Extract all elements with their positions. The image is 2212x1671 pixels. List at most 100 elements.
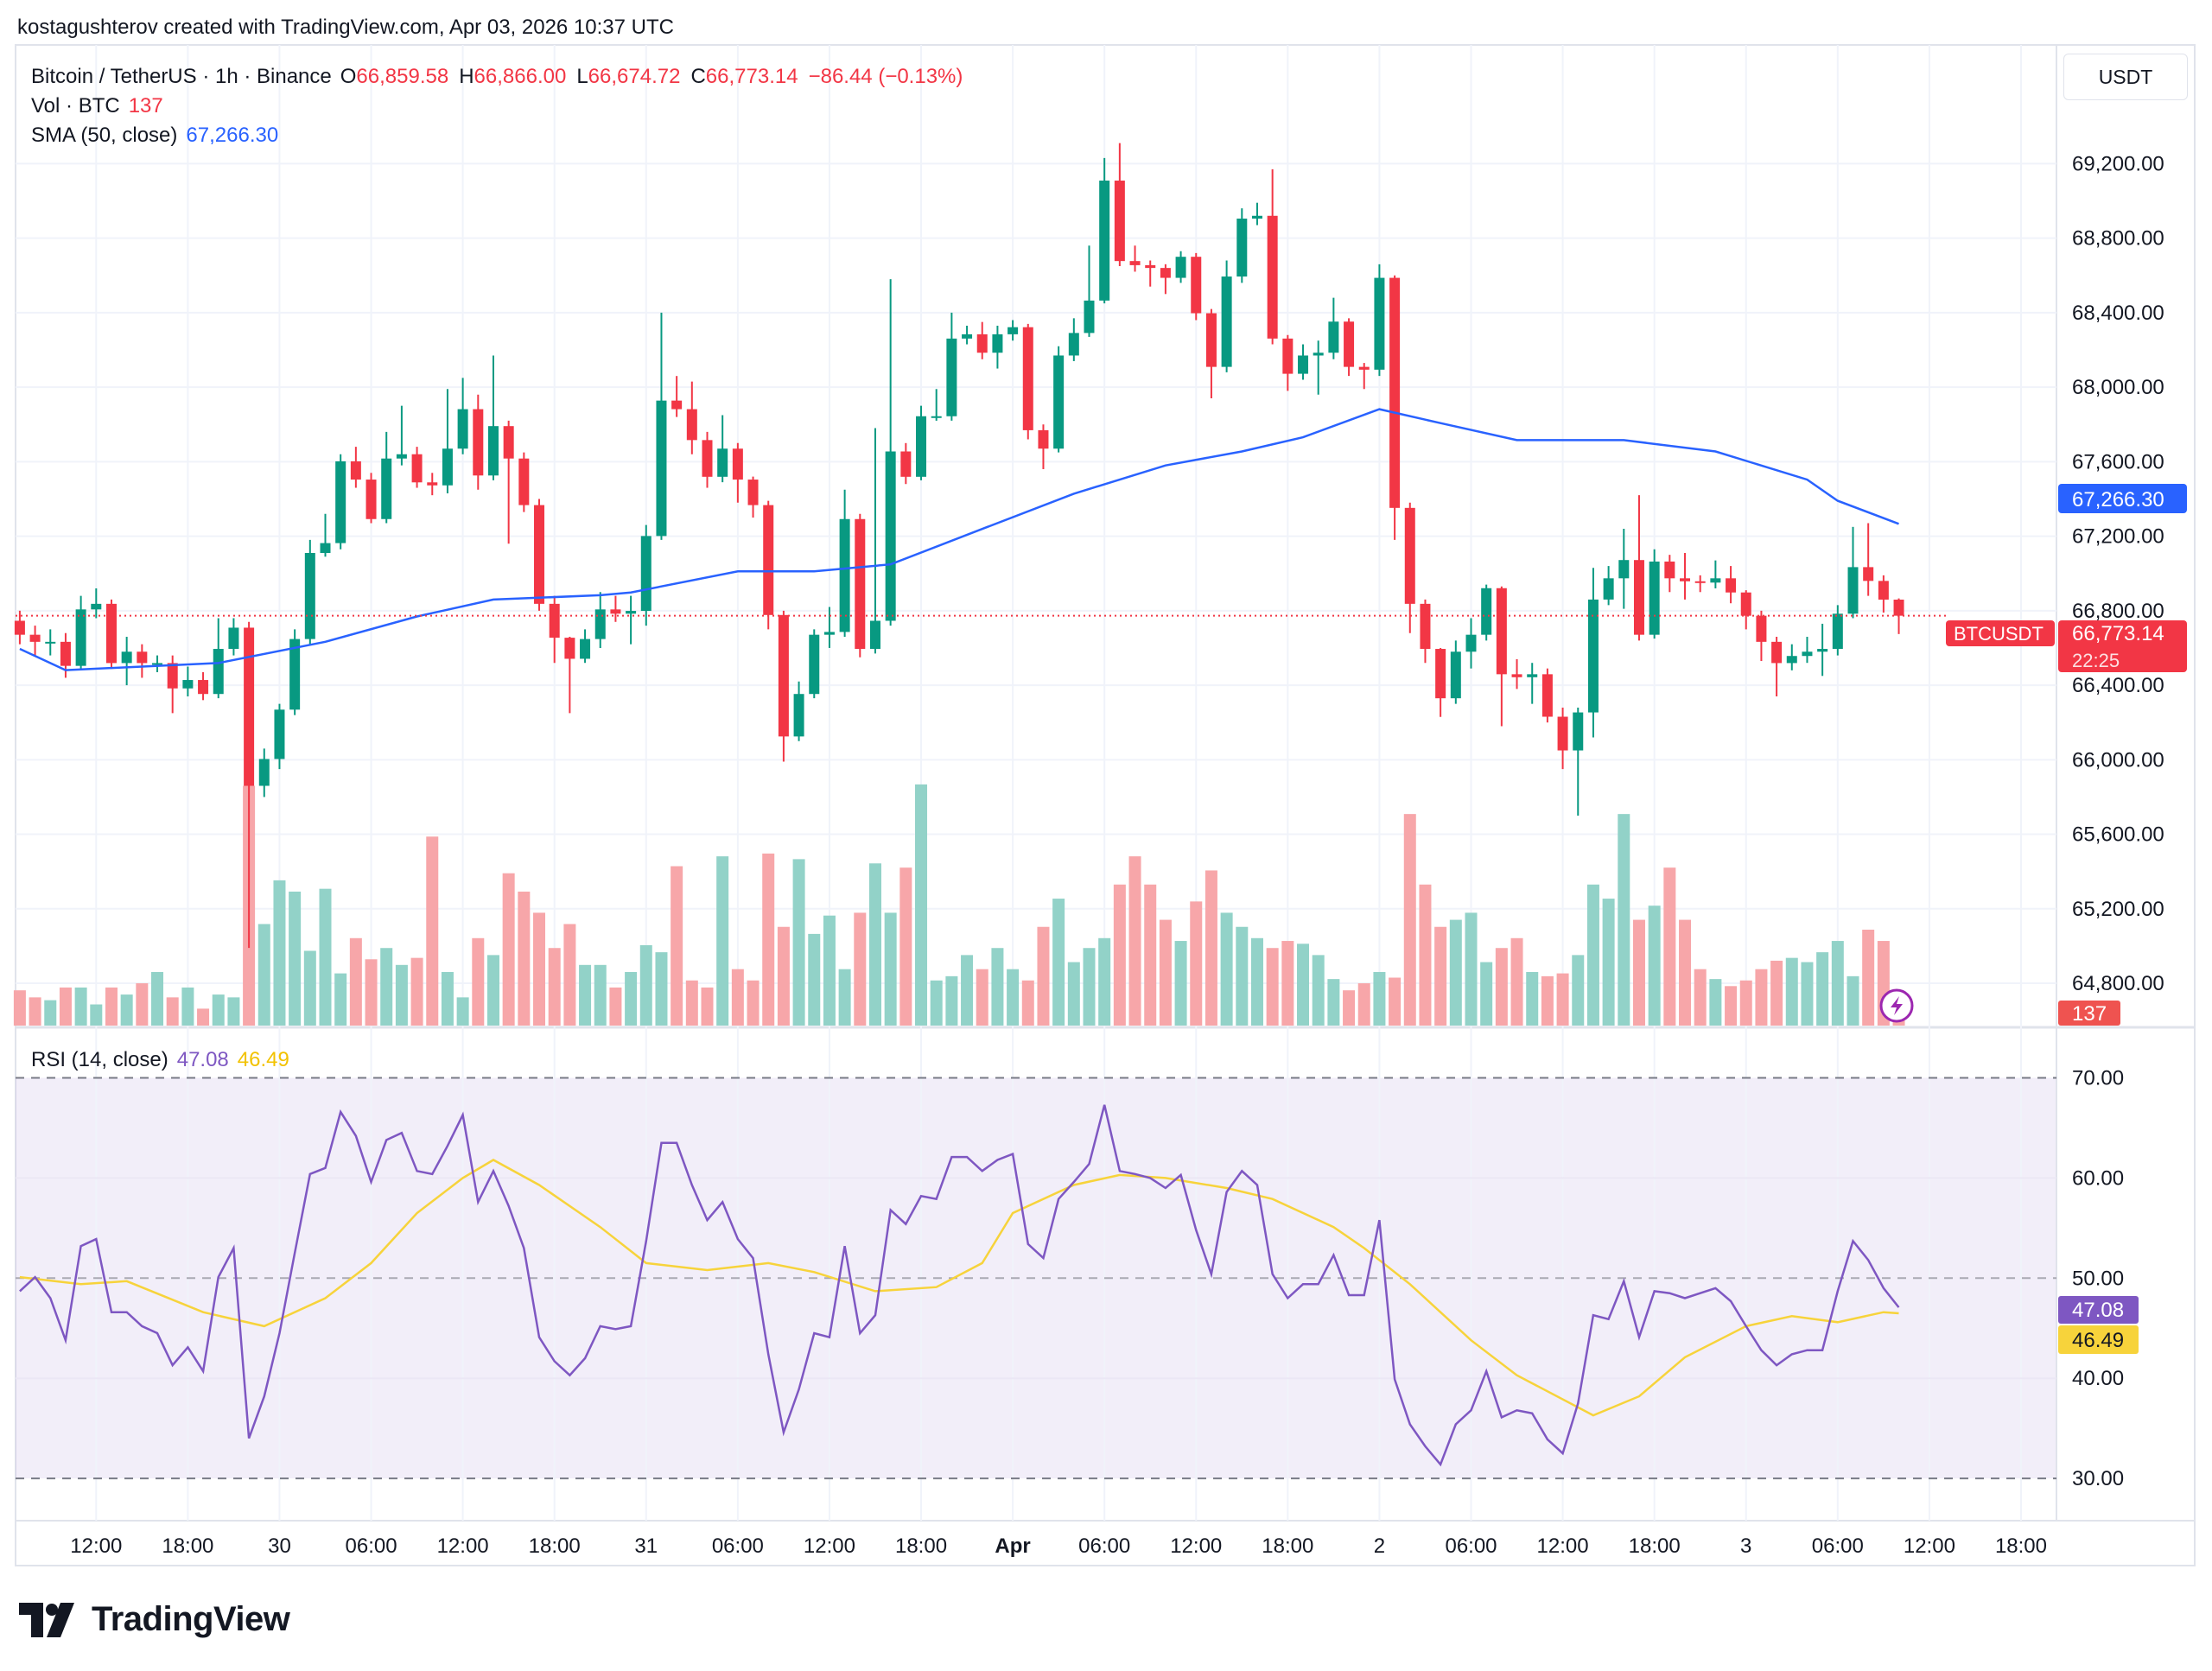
volume-bar [548,948,561,1026]
volume-legend[interactable]: Vol · BTC 137 [31,94,172,118]
volume-bar [1083,948,1096,1026]
candle-body [365,480,377,519]
candle-body [335,461,346,543]
volume-bar [502,873,515,1026]
x-tick-label: 12:00 [437,1534,489,1558]
candle-body [1573,712,1584,751]
candle-body [1557,716,1568,751]
volume-bar [991,948,1004,1026]
candle-body [1832,613,1843,650]
volume-bar [257,924,270,1026]
volume-bar [1205,870,1217,1026]
volume-bar [1144,884,1157,1026]
candle-body [213,649,224,695]
volume-bar [838,969,851,1026]
candle-body [976,334,988,353]
candle-body [1007,327,1019,334]
candle-body [823,632,835,635]
rsi-axis[interactable]: 70.00 60.00 50.00 40.00 30.00 [2072,1067,2124,1491]
candle-body [1664,561,1675,579]
candle-body [198,680,209,695]
volume-bar [976,969,988,1026]
candle-body [1587,599,1599,713]
volume-bar [472,937,485,1026]
candle-body [580,639,591,659]
symbol-title[interactable]: Bitcoin / TetherUS · 1h · Binance [31,65,332,88]
symbol-legend: Bitcoin / TetherUS · 1h · Binance O66,859… [31,65,971,89]
volume-tag: 137 [2072,1002,2107,1026]
volume-bar [1465,912,1478,1026]
x-tick-label: 18:00 [162,1534,213,1558]
candle-body [1068,333,1079,356]
volume-bar [899,867,912,1026]
volume-bar [1510,937,1523,1026]
volume-bar [486,955,499,1026]
volume-legend-value: 137 [128,94,163,118]
x-tick-label: 06:00 [346,1534,397,1558]
tradingview-logo[interactable]: TradingView [19,1600,290,1639]
close-label: C [690,65,706,88]
x-tick-label: 18:00 [529,1534,581,1558]
volume-bar [273,880,286,1026]
time-axis[interactable]: 12:00 18:00 30 06:00 12:00 18:00 31 06:00 12:00 1… [70,1534,2047,1558]
volume-bar [625,971,638,1026]
candle-body [1160,268,1171,278]
price-axis[interactable]: 69,200.00 68,800.00 68,400.00 68,000.00 67,6… [2072,152,2164,995]
candle-body [1129,261,1141,265]
last-price-tag-bg [2058,620,2187,672]
volume-bar [731,969,744,1026]
candle-body [105,603,117,664]
volume-bar [1739,980,1752,1026]
volume-bar [1831,941,1844,1026]
lightning-icon[interactable] [1879,988,1914,1023]
ohlc-high: H66,866.00 [459,65,566,88]
volume-bar [1174,941,1187,1026]
change-value: −86.44 (−0.13%) [808,65,963,88]
volume-bar [456,997,469,1026]
rsi-legend[interactable]: RSI (14, close) 47.08 46.49 [31,1048,298,1072]
volume-bar [685,980,698,1026]
rsi-tag-bg [2058,1296,2139,1324]
candle-body [381,458,392,519]
x-tick-label: 18:00 [1262,1534,1313,1558]
candle-body [1603,578,1614,600]
volume-bar [716,856,729,1026]
candle-body [1205,313,1217,367]
candle-body [763,505,774,615]
volume-bar [334,973,347,1026]
volume-bar [1618,814,1630,1026]
volume-bar [1067,962,1080,1026]
x-tick-label: 12:00 [1170,1534,1222,1558]
currency-button[interactable]: USDT [2063,54,2188,100]
candle-body [1084,300,1095,334]
volume-bar [1297,944,1310,1026]
sma-legend[interactable]: SMA (50, close) 67,266.30 [31,124,287,148]
volume-bar [426,836,439,1026]
sma-legend-value: 67,266.30 [186,124,279,147]
candle-body [717,448,728,477]
volume-bar [1755,969,1768,1026]
rsi-tick-label: 40.00 [2072,1367,2124,1390]
y-tick-label: 65,600.00 [2072,823,2164,847]
x-tick-label: 12:00 [1537,1534,1589,1558]
candle-body [1817,649,1828,652]
candle-body [244,627,255,786]
candle-body [1786,656,1797,664]
sma-legend-label: SMA (50, close) [31,124,178,147]
volume-bar [1770,960,1783,1026]
candle-body [228,627,239,650]
candle-body [29,634,41,642]
candle-body [1541,674,1553,717]
volume-bar [380,948,393,1026]
candle-body [1251,215,1262,219]
volume-bar [854,912,867,1026]
candle-body [1298,355,1309,374]
candle-body [1633,560,1644,635]
candle-body [396,454,407,459]
volume-bar [1312,955,1325,1026]
volume-bar [1801,962,1814,1026]
candle-body [1878,581,1889,600]
volume-bar [1541,975,1554,1026]
volume-bar [59,987,72,1026]
